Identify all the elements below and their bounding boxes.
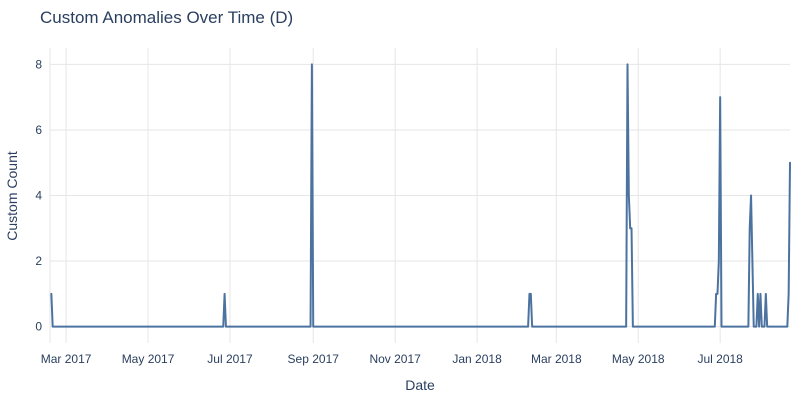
tick-labels: Mar 2017 May 2017 Jul 2017 Sep 2017 Nov 2017…	[35, 57, 743, 366]
y-axis-title: Custom Count	[4, 151, 20, 241]
y-tick-label: 6	[35, 123, 42, 137]
x-tick-label: Sep 2017	[288, 352, 340, 366]
x-tick-label: Nov 2017	[369, 352, 421, 366]
series-group	[50, 63, 791, 328]
x-tick-label: May 2018	[612, 352, 665, 366]
y-tick-label: 2	[35, 254, 42, 268]
series-line	[50, 63, 791, 328]
y-tick-label: 4	[35, 189, 42, 203]
y-tick-label: 0	[35, 320, 42, 334]
x-tick-label: Jan 2018	[452, 352, 502, 366]
chart-title: Custom Anomalies Over Time (D)	[40, 8, 294, 27]
x-tick-label: Jul 2018	[697, 352, 743, 366]
x-tick-label: Mar 2018	[531, 352, 582, 366]
x-axis-title: Date	[405, 377, 435, 393]
x-tick-label: May 2017	[122, 352, 175, 366]
grid	[49, 48, 790, 343]
x-tick-label: Mar 2017	[41, 352, 92, 366]
x-tick-label: Jul 2017	[207, 352, 253, 366]
y-tick-label: 8	[35, 57, 42, 71]
